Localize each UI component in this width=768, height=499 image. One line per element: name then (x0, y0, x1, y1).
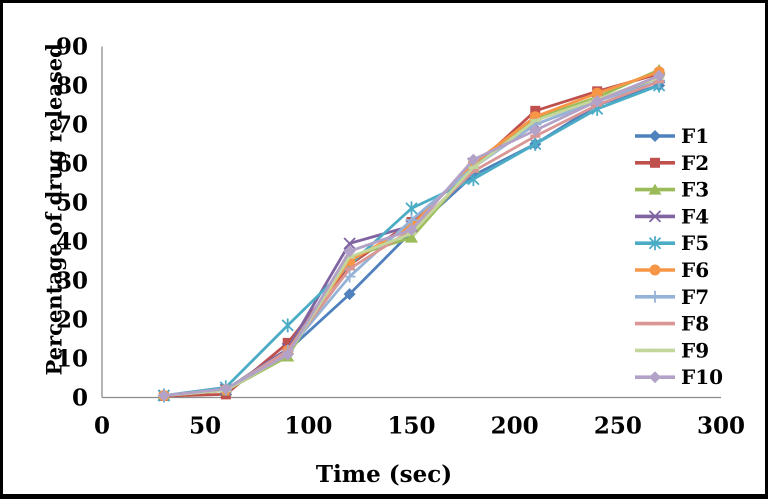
legend-item-F8: F8 (635, 312, 709, 336)
plus-marker (649, 290, 661, 303)
x-tick-label: 150 (387, 413, 435, 440)
triangle-marker (405, 231, 418, 243)
diamond-marker (653, 69, 666, 82)
legend-item-F2: F2 (635, 151, 709, 175)
legend-item-F1: F1 (635, 124, 709, 148)
legend-item-F10: F10 (635, 365, 723, 389)
x-axis-title: Time (sec) (315, 461, 453, 488)
legend-label-F2: F2 (681, 151, 709, 175)
asterisk-marker (281, 318, 294, 333)
legend-item-F5: F5 (635, 231, 709, 255)
diamond-marker (529, 124, 542, 137)
legend-label-F8: F8 (681, 312, 709, 336)
asterisk-marker (648, 236, 662, 251)
x-marker (343, 237, 356, 250)
x-tick-label: 300 (697, 413, 745, 440)
y-tick-label: 30 (56, 268, 88, 295)
legend-label-F10: F10 (681, 365, 723, 389)
x-marker (648, 210, 662, 223)
y-tick-label: 60 (56, 151, 88, 178)
y-axis-title: Percentage of drug released (41, 43, 67, 376)
legend-label-F4: F4 (681, 204, 709, 228)
y-tick-label: 40 (56, 229, 88, 256)
diamond-marker (343, 245, 356, 258)
x-tick-label: 100 (284, 413, 332, 440)
y-tick-label: 20 (56, 307, 88, 334)
diamond-marker (405, 223, 418, 236)
legend-item-F4: F4 (635, 204, 709, 228)
square-marker (530, 105, 541, 116)
legend-item-F7: F7 (635, 285, 709, 309)
line-chart-canvas: 0 10 20 30 40 50 60 70 80 90 0 50 100 150 200 250 300 F1 F… (56, 34, 745, 440)
legend-item-F9: F9 (635, 338, 709, 362)
diamond-marker (219, 382, 232, 395)
diamond-marker (591, 95, 604, 108)
legend-label-F6: F6 (681, 258, 709, 282)
y-tick-label: 10 (56, 346, 88, 373)
series-F10 (157, 69, 666, 402)
diamond-marker (649, 130, 661, 142)
legend-item-F3: F3 (635, 178, 709, 202)
y-tick-label: 50 (56, 190, 88, 217)
circle-marker (591, 87, 603, 99)
legend-label-F1: F1 (681, 124, 709, 148)
square-marker (650, 157, 660, 168)
square-marker (282, 337, 293, 348)
diamond-marker (467, 153, 480, 166)
diamond-marker (343, 288, 356, 301)
x-tick-label: 0 (94, 413, 110, 440)
asterisk-marker (529, 137, 542, 151)
triangle-marker (648, 183, 662, 195)
diamond-marker (649, 371, 661, 384)
y-tick-label: 0 (72, 385, 88, 412)
legend-label-F9: F9 (681, 338, 709, 362)
asterisk-marker (405, 201, 418, 216)
legend-label-F3: F3 (681, 178, 709, 202)
circle-marker (649, 264, 661, 276)
diamond-marker (281, 348, 294, 361)
legend-item-F6: F6 (635, 258, 709, 282)
legend-label-F5: F5 (681, 231, 709, 255)
y-tick-label: 80 (56, 73, 88, 100)
x-tick-label: 50 (189, 413, 221, 440)
y-tick-label: 70 (56, 112, 88, 139)
x-tick-label: 200 (491, 413, 539, 440)
y-tick-label: 90 (56, 34, 88, 61)
diamond-marker (157, 389, 170, 402)
plus-marker (343, 270, 356, 283)
x-tick-label: 250 (594, 413, 642, 440)
legend-label-F7: F7 (681, 285, 709, 309)
